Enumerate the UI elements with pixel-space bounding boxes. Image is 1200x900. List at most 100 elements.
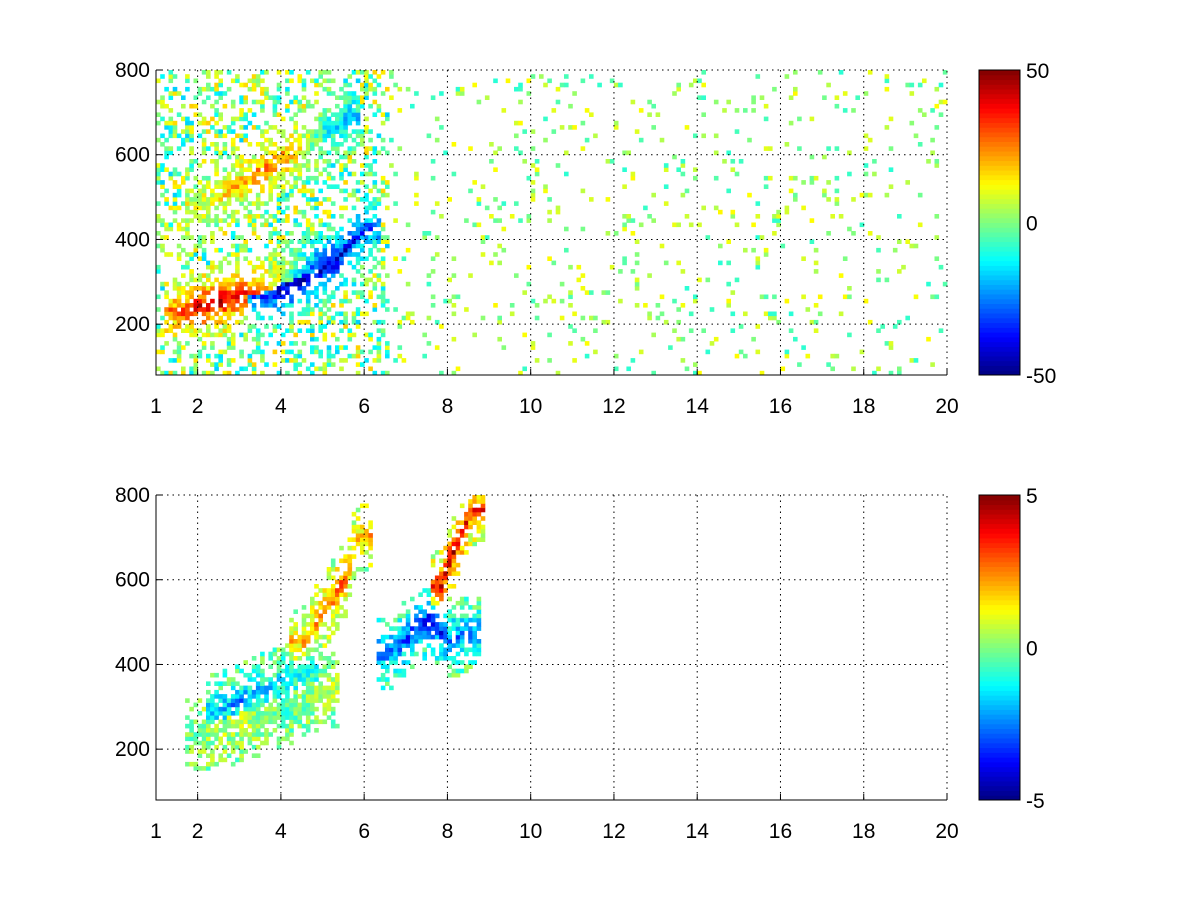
- heatmap-cell: [360, 311, 365, 317]
- heatmap-cell: [243, 192, 248, 198]
- heatmap-cell: [230, 677, 236, 682]
- heatmap-cell: [301, 231, 307, 236]
- heatmap-cell: [468, 273, 473, 278]
- heatmap-cell: [393, 626, 398, 631]
- heatmap-cell: [880, 324, 885, 329]
- heatmap-cell: [314, 664, 319, 669]
- heatmap-cell: [368, 239, 373, 244]
- heatmap-cell: [314, 175, 319, 181]
- heatmap-cell: [455, 537, 461, 542]
- heatmap-cell: [268, 719, 273, 725]
- heatmap-cell: [235, 668, 240, 674]
- heatmap-cell: [235, 370, 240, 376]
- heatmap-cell: [401, 672, 407, 678]
- heatmap-cell: [314, 78, 319, 84]
- heatmap-cell: [355, 243, 361, 249]
- heatmap-cell: [555, 163, 561, 168]
- heatmap-cell: [447, 545, 452, 551]
- heatmap-cell: [222, 723, 228, 729]
- heatmap-cell: [314, 231, 319, 236]
- heatmap-cell: [276, 235, 282, 240]
- heatmap-cell: [160, 133, 165, 139]
- heatmap-cell: [343, 281, 348, 287]
- heatmap-cell: [222, 681, 228, 686]
- heatmap-cell: [647, 273, 652, 278]
- heatmap-cell: [522, 129, 527, 134]
- heatmap-cell: [268, 677, 273, 682]
- heatmap-cell: [322, 689, 328, 695]
- heatmap-cell: [222, 328, 228, 333]
- heatmap-cell: [272, 349, 278, 355]
- heatmap-cell: [218, 286, 223, 291]
- heatmap-cell: [260, 651, 265, 657]
- heatmap-cell: [451, 567, 457, 572]
- heatmap-cell: [847, 171, 852, 177]
- heatmap-cell: [247, 711, 253, 716]
- heatmap-cell: [243, 719, 248, 725]
- heatmap-cell: [364, 567, 369, 572]
- heatmap-cell: [355, 70, 361, 75]
- heatmap-cell: [326, 664, 332, 669]
- heatmap-cell: [343, 592, 348, 597]
- heatmap-cell: [468, 626, 473, 631]
- heatmap-cell: [172, 324, 178, 329]
- heatmap-cell: [430, 651, 436, 657]
- heatmap-cell: [285, 154, 290, 160]
- heatmap-cell: [380, 660, 386, 665]
- heatmap-cell: [247, 672, 253, 678]
- heatmap-cell: [622, 184, 627, 189]
- heatmap-cell: [335, 660, 340, 665]
- heatmap-cell: [597, 82, 602, 88]
- heatmap-cell: [214, 214, 219, 219]
- heatmap-cell: [301, 150, 307, 156]
- heatmap-cell: [310, 349, 315, 355]
- heatmap-cell: [218, 180, 223, 185]
- heatmap-cell: [226, 706, 232, 712]
- heatmap-cell: [555, 370, 561, 376]
- heatmap-cell: [272, 694, 278, 699]
- heatmap-cell: [251, 82, 257, 88]
- colorbar-tick-label: 0: [1026, 213, 1038, 236]
- heatmap-cell: [226, 86, 232, 92]
- heatmap-cell: [368, 366, 373, 372]
- heatmap-cell: [430, 622, 436, 627]
- heatmap-cell: [405, 222, 411, 228]
- heatmap-cell: [459, 503, 465, 509]
- heatmap-cell: [339, 116, 344, 122]
- heatmap-cell: [876, 235, 881, 240]
- heatmap-cell: [688, 328, 694, 333]
- heatmap-cell: [434, 588, 440, 593]
- colorbar-swatch: [979, 595, 1020, 601]
- heatmap-cell: [439, 651, 444, 657]
- heatmap-cell: [318, 353, 323, 359]
- heatmap-cell: [917, 108, 923, 113]
- heatmap-cell: [197, 197, 203, 202]
- colorbar-swatch: [979, 671, 1020, 677]
- heatmap-cell: [718, 209, 723, 215]
- heatmap-cell: [243, 184, 248, 189]
- heatmap-cell: [314, 715, 319, 720]
- heatmap-cell: [226, 328, 232, 333]
- heatmap-cell: [439, 214, 444, 219]
- heatmap-cell: [330, 214, 336, 219]
- heatmap-cell: [330, 226, 336, 232]
- heatmap-cell: [189, 719, 194, 725]
- heatmap-cell: [497, 218, 502, 223]
- heatmap-cell: [355, 260, 361, 266]
- heatmap-cell: [892, 247, 898, 253]
- heatmap-cell: [239, 192, 244, 198]
- heatmap-cell: [235, 744, 240, 750]
- heatmap-cell: [368, 226, 373, 232]
- heatmap-cell: [297, 142, 303, 147]
- heatmap-cell: [168, 116, 174, 122]
- heatmap-cell: [222, 184, 228, 189]
- heatmap-cell: [793, 336, 798, 342]
- heatmap-cell: [788, 120, 794, 126]
- heatmap-cell: [405, 311, 411, 317]
- heatmap-cell: [676, 260, 681, 266]
- heatmap-cell: [355, 235, 361, 240]
- heatmap-cell: [476, 495, 482, 500]
- heatmap-cell: [230, 685, 236, 691]
- heatmap-cell: [322, 702, 328, 708]
- heatmap-cell: [235, 154, 240, 160]
